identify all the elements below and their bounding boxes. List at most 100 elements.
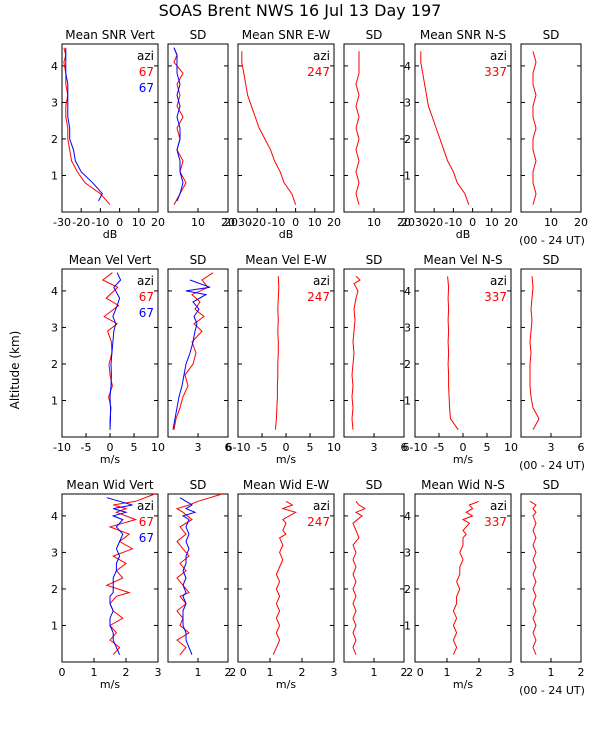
y-tick-label: 3 — [404, 546, 411, 559]
series-line — [532, 51, 537, 205]
series-line — [447, 276, 459, 430]
panel-title: SD — [190, 28, 207, 42]
x-axis-label: m/s — [453, 453, 473, 466]
panel-title: SD — [543, 253, 560, 267]
x-tick-label: 2 — [476, 666, 483, 679]
legend-entry: 67 — [139, 65, 154, 79]
x-tick-label: 1 — [444, 666, 451, 679]
x-tick-label: 2 — [401, 666, 408, 679]
y-tick-label: 3 — [51, 321, 58, 334]
panel-vel-ns-sd: SD 3 6 — [520, 253, 585, 454]
panel-title: Mean SNR N-S — [420, 28, 506, 42]
panel-title: SD — [543, 28, 560, 42]
legend-entry: 67 — [139, 515, 154, 529]
y-tick-label: 4 — [51, 510, 58, 523]
x-tick-label: -20 — [72, 216, 90, 229]
panel-title: SD — [190, 253, 207, 267]
y-tick-label: 1 — [404, 619, 411, 632]
series-line — [63, 47, 111, 206]
y-tick-label: 3 — [404, 96, 411, 109]
x-tick-label: -5 — [434, 441, 445, 454]
x-tick-label: 3 — [548, 441, 555, 454]
x-tick-label: 10 — [308, 216, 322, 229]
plot-frame — [414, 493, 512, 663]
legend-entry: 247 — [307, 515, 330, 529]
x-tick-label: 6 — [578, 441, 585, 454]
series-line — [355, 51, 360, 205]
y-tick-label: 4 — [404, 285, 411, 298]
x-tick-label: 2 — [123, 666, 130, 679]
x-axis-label: m/s — [100, 678, 120, 691]
x-tick-label: 20 — [397, 216, 411, 229]
panel-vel-ew-sd: SD 3 6 — [343, 253, 408, 454]
x-tick-label: 10 — [191, 216, 205, 229]
x-tick-label: -5 — [257, 441, 268, 454]
series-line — [529, 500, 537, 655]
series-line — [101, 272, 120, 430]
y-tick-label: 4 — [404, 60, 411, 73]
x-tick-label: 0 — [460, 441, 467, 454]
y-tick-label: 4 — [51, 60, 58, 73]
x-tick-label: 10 — [132, 216, 146, 229]
x-tick-label: 1 — [371, 666, 378, 679]
panel-title: SD — [190, 478, 207, 492]
panel-title: Mean Wid N-S — [421, 478, 505, 492]
plot-frame — [520, 268, 582, 438]
x-tick-label: -20 — [248, 216, 266, 229]
panel-vel-ns: Mean Vel N-S 1 2 3 4 6-10 -5 0 5 10 m/s azi 337 — [403, 253, 518, 466]
x-tick-label: 0 — [116, 216, 123, 229]
x-tick-label: 2 0 — [229, 666, 247, 679]
panel-snr-ew: Mean SNR E-W 2030-20 -10 0 10 20 dB azi 247 — [224, 28, 341, 241]
series-line — [272, 500, 297, 655]
panel-title: SD — [366, 478, 383, 492]
x-tick-label: 10 — [485, 216, 499, 229]
x-tick-label: 2030 — [224, 216, 252, 229]
series-line — [241, 51, 297, 205]
x-tick-label: 1 — [267, 666, 274, 679]
plot-frame — [343, 493, 405, 663]
y-tick-label: 4 — [404, 510, 411, 523]
panel-wid-vert: Mean Wid Vert 1 2 3 4 0 1 2 3 m/s azi 67 67 — [51, 478, 162, 691]
x-tick-label: 3 — [508, 666, 515, 679]
y-tick-label: 4 — [51, 285, 58, 298]
legend-entry: 67 — [139, 81, 154, 95]
series-line — [274, 276, 280, 430]
panel-vel-vert-sd: SD 3 6 — [167, 253, 232, 454]
y-tick-label: 3 — [51, 96, 58, 109]
figure-title: SOAS Brent NWS 16 Jul 13 Day 197 — [159, 1, 442, 20]
x-tick-label: 10 — [504, 441, 518, 454]
y-tick-label: 3 — [404, 321, 411, 334]
y-tick-label: 2 — [51, 133, 58, 146]
x-tick-label: 20 — [151, 216, 165, 229]
y-tick-label: 2 — [51, 583, 58, 596]
x-axis-label: m/s — [453, 678, 473, 691]
y-tick-label: 2 — [404, 133, 411, 146]
panel-title: Mean SNR Vert — [65, 28, 155, 42]
x-tick-label: 10 — [327, 441, 341, 454]
series-line — [172, 279, 211, 430]
legend-header: azi — [490, 49, 507, 63]
legend-header: azi — [490, 274, 507, 288]
x-tick-label: 10 — [544, 216, 558, 229]
plot-frame — [237, 43, 335, 213]
series-line — [352, 500, 367, 655]
plot-frame — [343, 43, 405, 213]
y-tick-label: 2 — [404, 583, 411, 596]
legend-entry: 67 — [139, 290, 154, 304]
x-tick-label: 2 — [578, 666, 585, 679]
x-tick-label: 0 — [107, 441, 114, 454]
legend-header: azi — [313, 49, 330, 63]
panel-title: Mean Vel N-S — [423, 253, 502, 267]
panel-vel-vert: Mean Vel Vert 1 2 3 4 -10 -5 0 5 10 m/s azi 67 67 — [51, 253, 165, 466]
x-tick-label: 6 — [401, 441, 408, 454]
series-line — [173, 47, 187, 205]
x-tick-label: 6-10 — [403, 441, 428, 454]
series-line — [65, 47, 103, 202]
y-tick-label: 1 — [404, 394, 411, 407]
panel-title: Mean Vel Vert — [69, 253, 152, 267]
x-axis-label: m/s — [276, 678, 296, 691]
series-line — [109, 272, 122, 430]
series-line — [179, 497, 197, 655]
panel-title: Mean Wid Vert — [66, 478, 153, 492]
